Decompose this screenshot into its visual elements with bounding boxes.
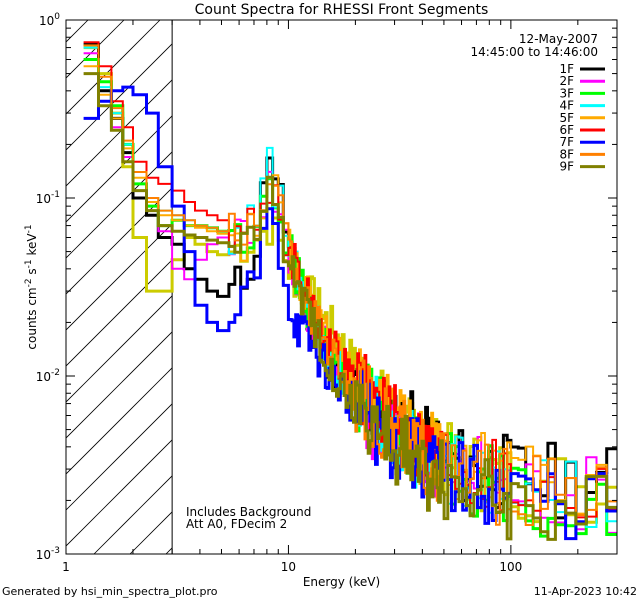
time-range-label: 14:45:00 to 14:46:00 — [471, 45, 598, 59]
plot-frame — [65, 19, 618, 555]
hatched-region — [0, 20, 640, 554]
legend-label: 7F — [559, 135, 574, 149]
hatch-line — [310, 20, 640, 554]
legend-label: 8F — [559, 147, 574, 161]
y-tick-label: 100 — [39, 12, 60, 28]
x-axis: 1 10 100 — [62, 20, 618, 574]
y-label-s: s — [25, 268, 39, 278]
hatch-line — [274, 20, 640, 554]
footer-generated-by: Generated by hsi_min_spectra_plot.pro — [2, 585, 218, 598]
date-label: 12-May-2007 — [519, 32, 598, 46]
legend-label: 1F — [559, 62, 574, 76]
series-line-extra — [83, 46, 617, 524]
chart-title: Count Spectra for RHESSI Front Segments — [195, 2, 489, 18]
hatch-line — [66, 223, 173, 331]
series-line-3F — [83, 58, 617, 538]
x-axis-label: Energy (keV) — [303, 575, 380, 589]
legend-label: 6F — [559, 123, 574, 137]
hatch-line — [66, 43, 173, 151]
x-tick-label: 1 — [62, 560, 70, 574]
y-tick-label: 10-3 — [36, 546, 60, 562]
series-line-9F — [83, 72, 617, 541]
legend-label: 3F — [559, 86, 574, 100]
y-label-kev: keV — [25, 233, 39, 260]
footer-timestamp: 11-Apr-2023 10:42 — [534, 585, 637, 598]
y-axis: 100 10-1 10-2 10-3 — [36, 12, 617, 562]
hatch-line — [66, 403, 173, 511]
hatch-line — [66, 187, 173, 295]
series-line-2F — [83, 52, 617, 534]
y-label-exp1: -2 — [24, 278, 34, 287]
x-tick-label: 10 — [281, 560, 296, 574]
y-tick-label: 10-2 — [36, 368, 60, 384]
x-tick-label: 100 — [499, 560, 522, 574]
legend-label: 9F — [559, 160, 574, 174]
series-group — [83, 41, 617, 541]
series-line-1F — [83, 42, 617, 524]
y-axis-label: counts cm-2 s-1 keV-1 — [24, 224, 39, 349]
legend-label: 4F — [559, 99, 574, 113]
y-label-base: counts cm — [25, 287, 39, 349]
y-label-exp2: -1 — [24, 259, 34, 268]
annotation-attenuator: Att A0, FDecim 2 — [186, 517, 287, 531]
hatch-line — [66, 20, 161, 115]
hatch-line — [66, 295, 173, 403]
hatch-line — [526, 20, 640, 554]
annotation-background: Includes Background — [186, 505, 311, 519]
hatch-line — [66, 439, 173, 547]
y-tick-label: 10-1 — [36, 190, 60, 206]
series-line-6F — [83, 41, 617, 519]
y-label-exp3: -1 — [24, 224, 34, 233]
hatch-line — [66, 20, 89, 43]
hatch-line — [0, 20, 16, 554]
hatch-line — [66, 79, 173, 187]
legend-label: 5F — [559, 111, 574, 125]
legend-label: 2F — [559, 74, 574, 88]
series-line-8F — [83, 44, 617, 526]
hatch-line — [66, 367, 173, 475]
